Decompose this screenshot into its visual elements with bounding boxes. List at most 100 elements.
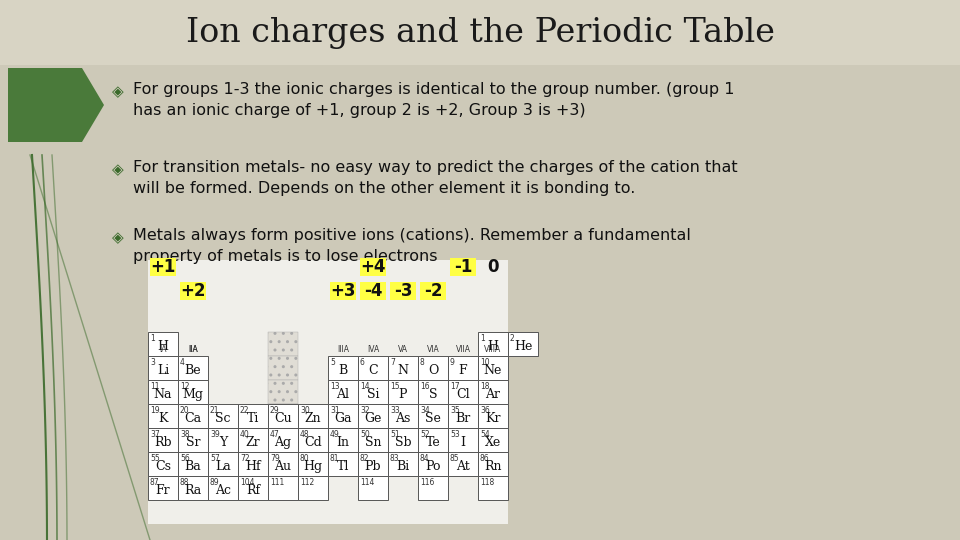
Text: 89: 89 xyxy=(210,478,220,487)
Text: Si: Si xyxy=(367,388,379,401)
Text: ◈: ◈ xyxy=(112,84,124,99)
Text: VIIIA: VIIIA xyxy=(485,345,502,354)
Text: +3: +3 xyxy=(330,282,356,300)
Text: 1: 1 xyxy=(150,334,155,343)
Text: Ag: Ag xyxy=(275,436,292,449)
FancyBboxPatch shape xyxy=(268,428,298,452)
FancyBboxPatch shape xyxy=(448,356,478,380)
FancyBboxPatch shape xyxy=(418,428,448,452)
Text: Ra: Ra xyxy=(184,484,202,497)
Text: Cd: Cd xyxy=(304,436,322,449)
Text: 0: 0 xyxy=(488,258,499,276)
FancyBboxPatch shape xyxy=(268,356,298,380)
FancyBboxPatch shape xyxy=(478,452,508,476)
Text: Be: Be xyxy=(184,364,202,377)
Text: Ti: Ti xyxy=(247,413,259,426)
Text: 15: 15 xyxy=(390,382,399,391)
Text: IIA: IIA xyxy=(188,345,198,354)
Text: 49: 49 xyxy=(330,430,340,439)
FancyBboxPatch shape xyxy=(268,404,298,428)
FancyBboxPatch shape xyxy=(478,428,508,452)
Text: 57: 57 xyxy=(210,454,220,463)
FancyBboxPatch shape xyxy=(418,380,448,404)
Text: VIIA: VIIA xyxy=(455,345,470,354)
FancyBboxPatch shape xyxy=(418,476,448,500)
Text: Hf: Hf xyxy=(245,461,261,474)
FancyBboxPatch shape xyxy=(148,380,178,404)
Text: Ge: Ge xyxy=(364,413,382,426)
Text: IIIA: IIIA xyxy=(337,345,349,354)
Text: 14: 14 xyxy=(360,382,370,391)
FancyBboxPatch shape xyxy=(178,476,208,500)
FancyBboxPatch shape xyxy=(328,380,358,404)
Text: Fr: Fr xyxy=(156,484,170,497)
Text: 112: 112 xyxy=(300,478,314,487)
Text: 56: 56 xyxy=(180,454,190,463)
Text: P: P xyxy=(398,388,407,401)
Text: 10: 10 xyxy=(480,358,490,367)
Text: As: As xyxy=(396,413,411,426)
Text: In: In xyxy=(337,436,349,449)
Text: Te: Te xyxy=(425,436,441,449)
Text: +2: +2 xyxy=(180,282,205,300)
Text: -1: -1 xyxy=(454,258,472,276)
FancyBboxPatch shape xyxy=(0,0,960,65)
Text: 81: 81 xyxy=(330,454,340,463)
Text: Rn: Rn xyxy=(484,461,502,474)
Text: 53: 53 xyxy=(450,430,460,439)
FancyBboxPatch shape xyxy=(268,476,298,500)
Text: 87: 87 xyxy=(150,478,159,487)
Text: Sr: Sr xyxy=(185,436,201,449)
FancyBboxPatch shape xyxy=(390,282,416,300)
FancyBboxPatch shape xyxy=(298,404,328,428)
FancyBboxPatch shape xyxy=(208,476,238,500)
FancyBboxPatch shape xyxy=(328,356,358,380)
Text: +4: +4 xyxy=(360,258,386,276)
FancyBboxPatch shape xyxy=(268,476,298,500)
Text: 1: 1 xyxy=(480,334,485,343)
Text: 79: 79 xyxy=(270,454,279,463)
Text: 16: 16 xyxy=(420,382,430,391)
Text: La: La xyxy=(215,461,230,474)
Text: S: S xyxy=(429,388,437,401)
Text: Ac: Ac xyxy=(215,484,231,497)
FancyBboxPatch shape xyxy=(238,428,268,452)
Text: 111: 111 xyxy=(270,478,284,487)
FancyBboxPatch shape xyxy=(268,452,298,476)
Text: IVA: IVA xyxy=(367,345,379,354)
Text: 11: 11 xyxy=(150,382,159,391)
Text: Sn: Sn xyxy=(365,436,381,449)
Text: +1: +1 xyxy=(151,258,176,276)
Text: Pb: Pb xyxy=(365,461,381,474)
Text: Li: Li xyxy=(156,364,169,377)
FancyBboxPatch shape xyxy=(478,356,508,380)
Text: Xe: Xe xyxy=(485,436,501,449)
Text: Cs: Cs xyxy=(155,461,171,474)
Text: At: At xyxy=(456,461,469,474)
Text: B: B xyxy=(338,364,348,377)
FancyBboxPatch shape xyxy=(388,452,418,476)
Text: 4: 4 xyxy=(180,358,185,367)
Polygon shape xyxy=(8,68,104,142)
FancyBboxPatch shape xyxy=(298,428,328,452)
Text: 82: 82 xyxy=(360,454,370,463)
Text: 9: 9 xyxy=(450,358,455,367)
Text: For transition metals- no easy way to predict the charges of the cation that
wil: For transition metals- no easy way to pr… xyxy=(133,160,737,196)
FancyBboxPatch shape xyxy=(418,404,448,428)
Text: Al: Al xyxy=(337,388,349,401)
FancyBboxPatch shape xyxy=(330,282,356,300)
Text: 12: 12 xyxy=(180,382,189,391)
Text: Br: Br xyxy=(455,413,470,426)
FancyBboxPatch shape xyxy=(358,476,388,500)
Text: 33: 33 xyxy=(390,406,399,415)
Text: 72: 72 xyxy=(240,454,250,463)
FancyBboxPatch shape xyxy=(448,380,478,404)
FancyBboxPatch shape xyxy=(208,428,238,452)
Text: Ba: Ba xyxy=(184,461,202,474)
FancyBboxPatch shape xyxy=(148,428,178,452)
Text: Se: Se xyxy=(425,413,441,426)
FancyBboxPatch shape xyxy=(478,380,508,404)
FancyBboxPatch shape xyxy=(358,356,388,380)
Text: 13: 13 xyxy=(330,382,340,391)
Text: I: I xyxy=(461,436,466,449)
